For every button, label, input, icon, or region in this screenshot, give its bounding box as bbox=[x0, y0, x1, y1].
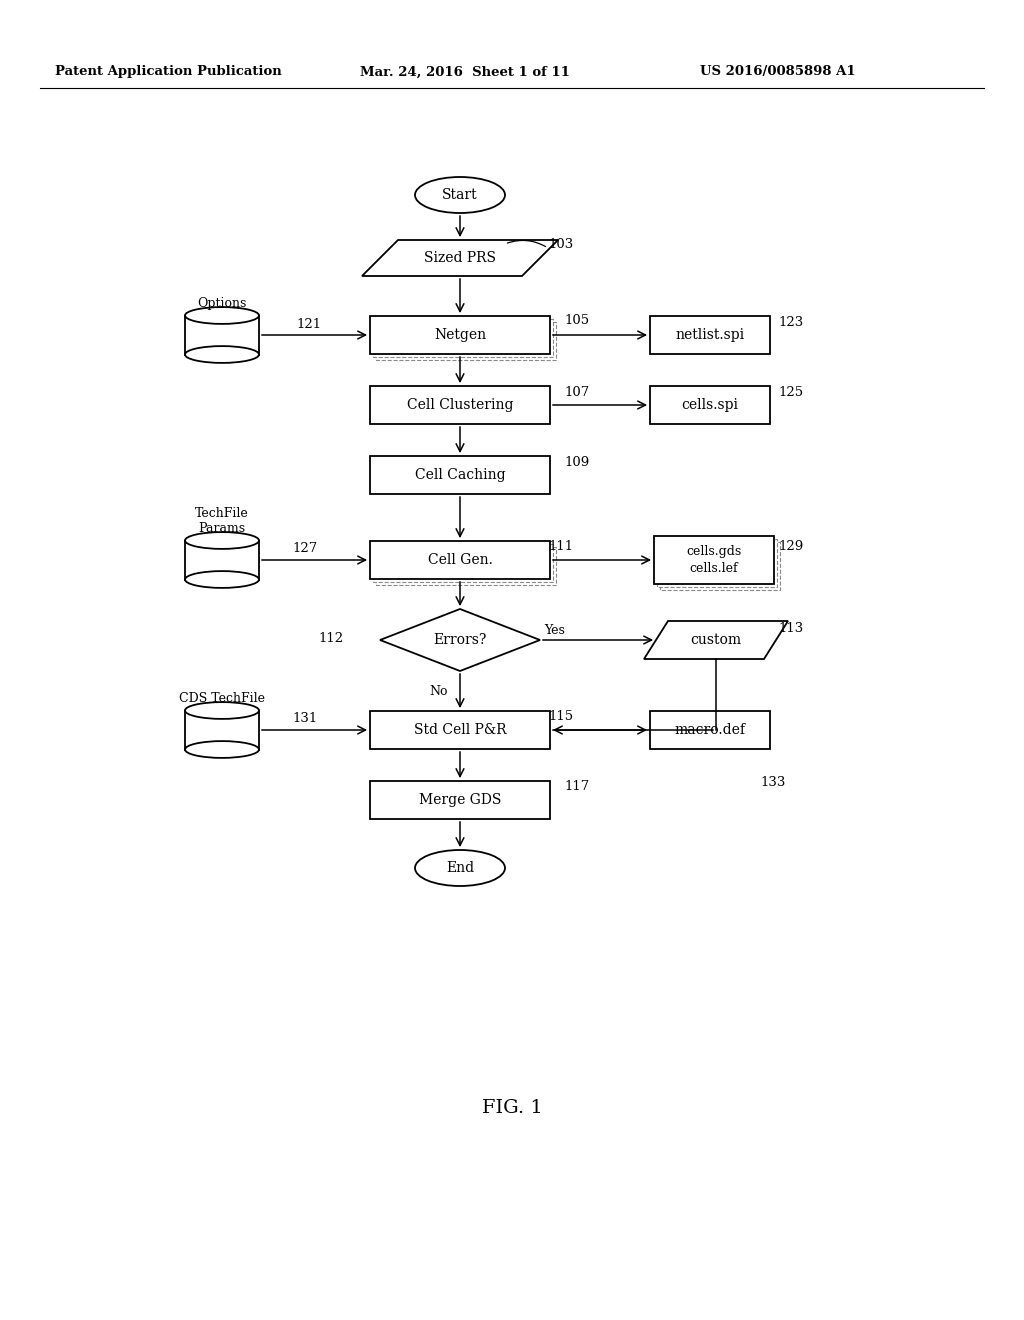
Ellipse shape bbox=[415, 850, 505, 886]
Ellipse shape bbox=[185, 308, 259, 323]
Bar bbox=[376, 322, 556, 360]
Text: 111: 111 bbox=[548, 540, 573, 553]
Text: 127: 127 bbox=[292, 543, 317, 556]
Text: 123: 123 bbox=[778, 317, 803, 330]
Bar bbox=[370, 315, 550, 354]
Text: 112: 112 bbox=[318, 631, 343, 644]
Ellipse shape bbox=[415, 177, 505, 213]
Bar bbox=[376, 546, 556, 585]
Bar bbox=[185, 710, 259, 750]
Text: FIG. 1: FIG. 1 bbox=[481, 1100, 543, 1117]
Text: Merge GDS: Merge GDS bbox=[419, 793, 501, 807]
Text: Yes: Yes bbox=[544, 623, 565, 636]
Bar bbox=[650, 315, 770, 354]
Text: No: No bbox=[429, 685, 449, 698]
Text: Sized PRS: Sized PRS bbox=[424, 251, 496, 265]
Bar bbox=[370, 385, 550, 424]
Text: 107: 107 bbox=[564, 385, 589, 399]
Ellipse shape bbox=[185, 346, 259, 363]
Ellipse shape bbox=[185, 572, 259, 587]
Text: Netgen: Netgen bbox=[434, 327, 486, 342]
Ellipse shape bbox=[185, 532, 259, 549]
Polygon shape bbox=[644, 620, 788, 659]
Polygon shape bbox=[380, 609, 540, 671]
Text: 129: 129 bbox=[778, 540, 803, 553]
Bar bbox=[657, 539, 777, 587]
Bar bbox=[660, 543, 780, 590]
Text: custom: custom bbox=[690, 634, 741, 647]
Bar bbox=[370, 781, 550, 818]
Ellipse shape bbox=[185, 741, 259, 758]
Text: 117: 117 bbox=[564, 780, 589, 793]
Ellipse shape bbox=[185, 702, 259, 719]
Text: 133: 133 bbox=[760, 776, 785, 788]
Text: Patent Application Publication: Patent Application Publication bbox=[55, 66, 282, 78]
Text: Start: Start bbox=[442, 187, 478, 202]
Text: Mar. 24, 2016  Sheet 1 of 11: Mar. 24, 2016 Sheet 1 of 11 bbox=[360, 66, 570, 78]
Bar bbox=[185, 540, 259, 579]
Text: TechFile
Params: TechFile Params bbox=[196, 507, 249, 536]
Text: 105: 105 bbox=[564, 314, 589, 326]
Text: 125: 125 bbox=[778, 387, 803, 400]
Bar bbox=[370, 455, 550, 494]
Text: Cell Gen.: Cell Gen. bbox=[428, 553, 493, 568]
Bar bbox=[650, 711, 770, 748]
Text: netlist.spi: netlist.spi bbox=[676, 327, 744, 342]
Bar bbox=[373, 544, 553, 582]
Text: Cell Caching: Cell Caching bbox=[415, 469, 505, 482]
Text: Errors?: Errors? bbox=[433, 634, 486, 647]
Bar bbox=[370, 541, 550, 579]
Text: Cell Clustering: Cell Clustering bbox=[407, 399, 513, 412]
Text: 109: 109 bbox=[564, 455, 589, 469]
Text: cells.spi: cells.spi bbox=[682, 399, 738, 412]
Text: Options: Options bbox=[198, 297, 247, 310]
Bar bbox=[650, 385, 770, 424]
Text: 121: 121 bbox=[296, 318, 322, 330]
Text: 115: 115 bbox=[548, 710, 573, 723]
Bar bbox=[654, 536, 774, 583]
Text: macro.def: macro.def bbox=[675, 723, 745, 737]
Text: CDS TechFile: CDS TechFile bbox=[179, 693, 265, 705]
Text: End: End bbox=[445, 861, 474, 875]
Polygon shape bbox=[362, 240, 558, 276]
Text: 113: 113 bbox=[778, 622, 803, 635]
Bar bbox=[185, 315, 259, 355]
Text: Std Cell P&R: Std Cell P&R bbox=[414, 723, 506, 737]
Text: 103: 103 bbox=[548, 239, 573, 252]
Bar bbox=[370, 711, 550, 748]
Text: cells.gds
cells.lef: cells.gds cells.lef bbox=[686, 544, 741, 576]
Bar bbox=[373, 319, 553, 356]
Text: US 2016/0085898 A1: US 2016/0085898 A1 bbox=[700, 66, 856, 78]
Text: 131: 131 bbox=[292, 713, 317, 726]
